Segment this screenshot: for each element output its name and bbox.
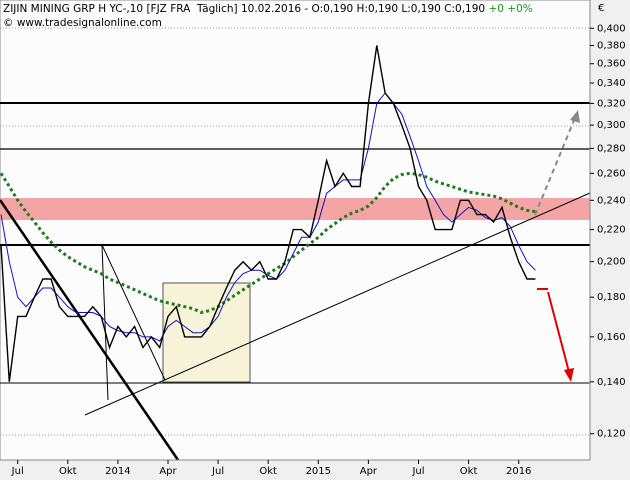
x-tick-label: Okt [259,466,277,477]
y-tick-label: 0,160 [597,332,626,343]
x-tick-label: 2014 [105,466,130,477]
resistance-band [0,198,590,220]
y-tick-label: 0,120 [597,429,626,440]
trend-line [84,192,591,416]
x-tick-label: Jul [211,466,224,477]
y-tick-label: 0,180 [597,292,626,303]
y-tick-label: 0,380 [597,41,626,52]
y-tick-label: 0,200 [597,257,626,268]
trend-line [0,199,180,461]
y-tick-label: 0,260 [597,168,626,179]
trend-line [101,244,166,381]
range-box [162,282,251,383]
y-tick-label: 0,340 [597,78,626,89]
y-tick-label: 0,360 [597,59,626,70]
series-line [0,45,536,382]
currency: € [598,3,604,14]
y-axis-area [590,0,630,480]
x-tick-label: Okt [460,466,478,477]
x-tick-label: 2016 [506,466,531,477]
arrow-head [564,368,574,382]
change: +0 +0% [488,3,533,15]
copyright: © www.tradesignalonline.com [3,17,162,29]
x-axis-area [0,460,630,480]
y-tick-label: 0,140 [597,377,626,388]
chart-title: ZIJIN MINING GRP H YC-,10 [FJZ FRA Tägli… [3,3,486,15]
y-tick-label: 0,400 [597,23,626,34]
forecast-arrow [547,291,570,373]
y-tick-label: 0,220 [597,225,626,236]
y-tick-label: 0,240 [597,195,626,206]
x-tick-label: 2015 [306,466,331,477]
header: ZIJIN MINING GRP H YC-,10 [FJZ FRA Tägli… [3,2,533,30]
y-tick-label: 0,300 [597,120,626,131]
arrow-head [570,110,580,123]
y-tick-label: 0,320 [597,98,626,109]
x-tick-label: Jul [11,466,24,477]
y-tick-label: 0,280 [597,143,626,154]
series-line [0,92,536,342]
x-tick-label: Okt [59,466,77,477]
x-tick-label: Jul [411,466,424,477]
series-line [0,171,536,315]
trend-line [101,244,109,401]
x-tick-label: Apr [360,466,378,477]
x-tick-label: Apr [159,466,177,477]
